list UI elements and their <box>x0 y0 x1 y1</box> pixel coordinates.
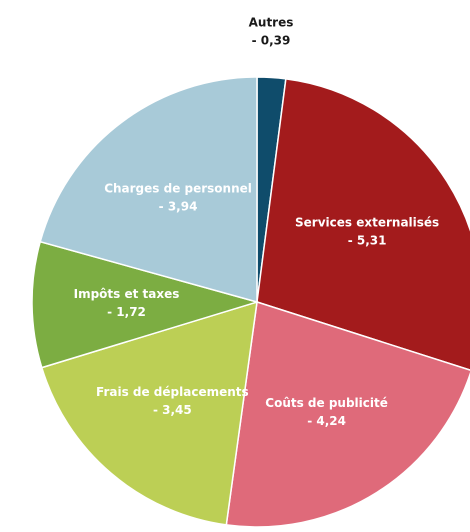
pie-slice <box>256 78 470 371</box>
slice-label: Coûts de publicité <box>265 396 388 410</box>
pie-slice <box>31 240 260 369</box>
slice-label: Frais de déplacements <box>96 385 249 399</box>
slice-label: Autres <box>249 16 294 30</box>
slice-value-label: - 3,45 <box>153 403 192 417</box>
slice-value-label: - 0,39 <box>252 34 291 48</box>
slice-value-label: - 4,24 <box>307 414 346 428</box>
slice-value-label: - 3,94 <box>159 200 198 214</box>
slice-value-label: - 1,72 <box>107 305 146 319</box>
pie-slice <box>40 300 258 526</box>
slice-label: Services externalisés <box>295 215 439 229</box>
pie-slice <box>225 301 470 528</box>
slice-label: Impôts et taxes <box>74 287 180 301</box>
slice-label: Charges de personnel <box>104 182 252 196</box>
pie-slice <box>39 76 258 303</box>
slice-value-label: - 5,31 <box>348 233 387 247</box>
